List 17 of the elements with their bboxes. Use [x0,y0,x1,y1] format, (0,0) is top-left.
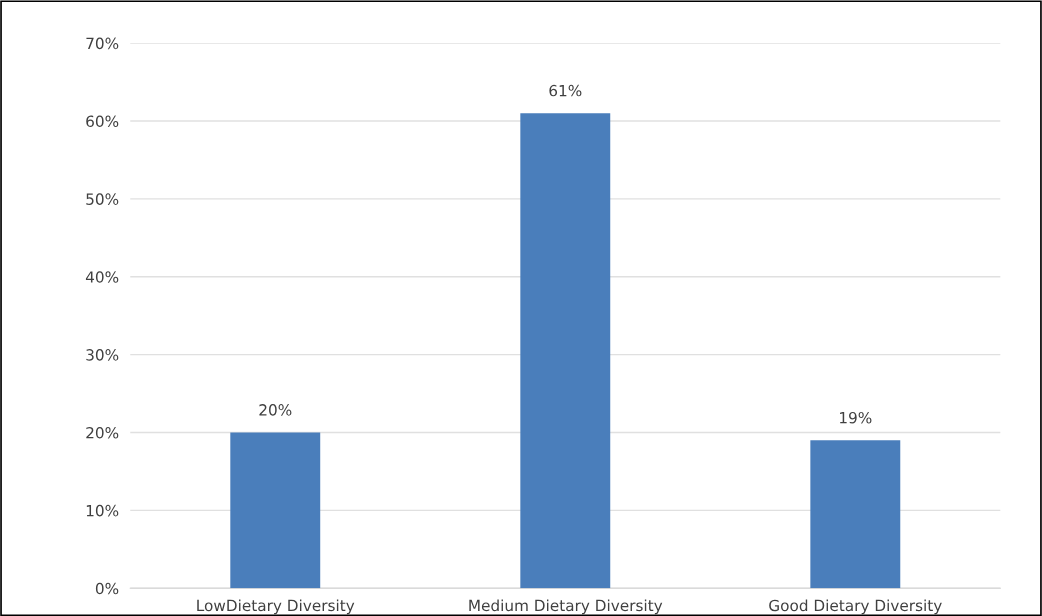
data-label: 19% [840,411,872,424]
y-tick-label: 60% [86,115,119,128]
y-tick-label: 70% [86,37,119,50]
y-tick-label: 20% [86,426,119,439]
y-tick-label: 40% [85,271,119,283]
data-label: 61% [549,84,582,97]
y-tick-label: 50% [86,193,119,205]
y-tick-label: 0% [95,582,119,595]
bar [810,440,901,589]
bar [520,113,611,589]
x-tick-label: Good Dietary Diversity [769,599,942,615]
bar [230,432,321,589]
data-label: 20% [259,404,292,416]
x-tick-label: LowDietary Diversity [197,599,355,615]
y-tick-label: 30% [86,349,119,361]
y-tick-label: 10% [86,504,119,517]
x-tick-label: Medium Dietary Diversity [469,599,663,615]
